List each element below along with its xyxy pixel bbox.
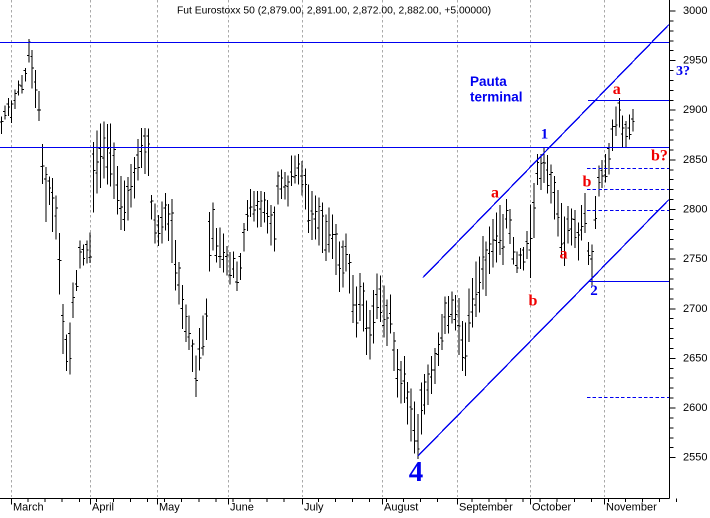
svg-text:3000: 3000 [683,5,707,17]
svg-text:b?: b? [651,148,668,165]
svg-text:a: a [613,81,621,98]
svg-text:March: March [13,502,44,514]
svg-text:2550: 2550 [683,452,707,464]
svg-text:2900: 2900 [683,104,707,116]
svg-text:2650: 2650 [683,352,707,364]
svg-text:4: 4 [409,456,424,488]
svg-text:June: June [230,502,254,514]
svg-text:a: a [560,246,568,263]
svg-text:2750: 2750 [683,253,707,265]
svg-text:b: b [529,293,538,310]
svg-text:terminal: terminal [470,90,523,105]
svg-text:2600: 2600 [683,402,707,414]
svg-text:2800: 2800 [683,204,707,216]
svg-text:2: 2 [590,283,598,299]
svg-text:b: b [583,174,592,191]
svg-text:April: April [92,502,114,514]
svg-text:a: a [491,185,499,202]
svg-text:July: July [304,502,324,514]
svg-text:October: October [532,502,571,514]
svg-text:Fut Eurostoxx 50 (2,879.00, 2,: Fut Eurostoxx 50 (2,879.00, 2,891.00, 2,… [177,6,491,17]
svg-text:2850: 2850 [683,154,707,166]
svg-text:1: 1 [541,127,549,143]
svg-text:3?: 3? [676,64,690,79]
svg-text:May: May [159,502,180,514]
svg-text:Pauta: Pauta [470,74,507,89]
svg-text:2700: 2700 [683,303,707,315]
svg-text:2950: 2950 [683,55,707,67]
svg-text:September: September [459,502,513,514]
svg-text:August: August [384,502,418,514]
svg-text:November: November [606,502,657,514]
